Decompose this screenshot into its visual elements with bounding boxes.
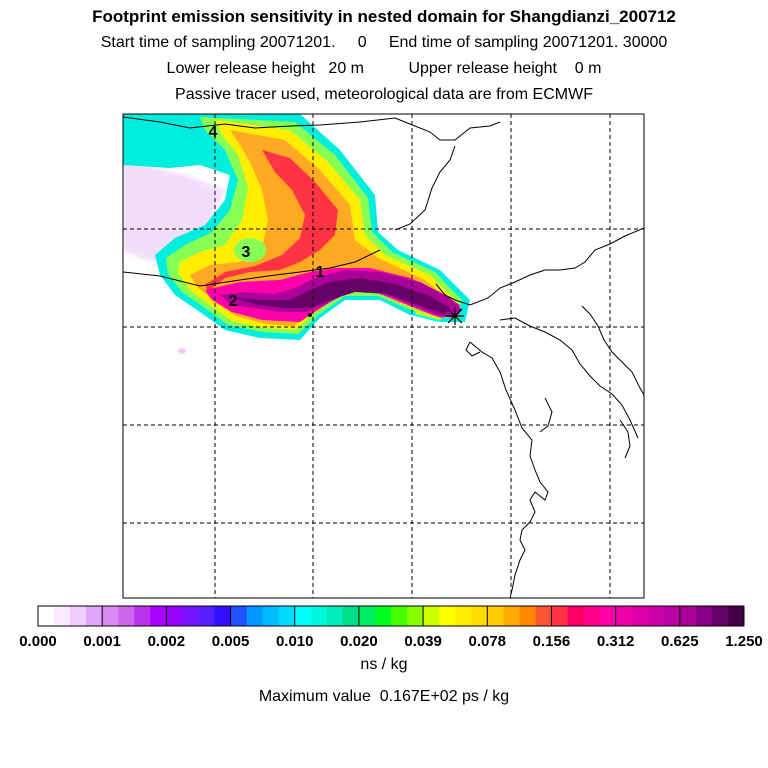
- colorbar-tick-label: 1.250: [725, 633, 763, 650]
- colorbar-tick-label: 0.625: [661, 633, 699, 650]
- colorbar-cell: [567, 606, 585, 626]
- colorbar-cell: [326, 606, 344, 626]
- colorbar-cell: [679, 606, 697, 626]
- station-star-marker: [446, 307, 464, 325]
- colorbar-cell: [246, 606, 264, 626]
- colorbar-cell: [487, 606, 504, 626]
- map-marker-3: 3: [242, 244, 251, 261]
- colorbar-cell: [535, 606, 552, 626]
- colorbar-tick-label: 0.002: [148, 633, 186, 650]
- colorbar-cell: [615, 606, 633, 626]
- release-height-line: Lower release height 20 m Upper release …: [166, 60, 602, 77]
- colorbar-cell: [711, 606, 729, 626]
- colorbar-cell: [391, 606, 408, 626]
- colorbar-cell: [310, 606, 328, 626]
- map-frame: [122, 113, 645, 599]
- colorbar-tick-label: 0.312: [597, 633, 635, 650]
- colorbar-cell: [38, 606, 55, 626]
- colorbar-cell: [198, 606, 215, 626]
- colorbar-tick-label: 0.001: [83, 633, 121, 650]
- colorbar-cell: [374, 606, 392, 626]
- map-marker-4: 4: [209, 124, 218, 141]
- lat-lon-grid: [123, 114, 644, 598]
- colorbar-cell: [519, 606, 536, 626]
- colorbar-tick-label: 0.010: [276, 633, 314, 650]
- release-point-dot: [308, 313, 312, 317]
- colorbar-cell: [471, 606, 488, 626]
- colorbar-cell: [214, 606, 232, 626]
- colorbar: 0.000 0.001 0.002 0.005 0.010 0.020 0.039 0.078…: [19, 605, 763, 650]
- colorbar-cell: [599, 606, 617, 626]
- colorbar-unit: ns / kg: [360, 656, 408, 673]
- colorbar-cell: [102, 606, 119, 626]
- colorbar-cell: [86, 606, 103, 626]
- colorbar-tick-label: 0.000: [19, 633, 57, 650]
- colorbar-cell: [70, 606, 87, 626]
- colorbar-labels: 0.000 0.001 0.002 0.005 0.010 0.020 0.039 0.078…: [19, 633, 763, 650]
- colorbar-cell: [631, 606, 649, 626]
- colorbar-cell: [695, 606, 713, 626]
- colorbar-cell: [503, 606, 520, 626]
- colorbar-cell: [150, 606, 167, 626]
- colorbar-cell: [342, 606, 360, 626]
- colorbar-tick-label: 0.039: [404, 633, 442, 650]
- colorbar-cell: [727, 606, 745, 626]
- sampling-time-line: Start time of sampling 20071201. 0 End t…: [100, 34, 668, 51]
- colorbar-cell: [54, 606, 71, 626]
- colorbar-cell: [455, 606, 472, 626]
- colorbar-tick-label: 0.078: [468, 633, 506, 650]
- plot-title: Footprint emission sensitivity in nested…: [92, 7, 676, 26]
- map-marker-1: 1: [316, 264, 325, 281]
- colorbar-cell: [647, 606, 665, 626]
- colorbar-cell: [407, 606, 424, 626]
- colorbar-cell: [118, 606, 135, 626]
- colorbar-cell: [663, 606, 681, 626]
- colorbar-cells: [38, 606, 745, 626]
- colorbar-tick-label: 0.005: [212, 633, 250, 650]
- tracer-info-line: Passive tracer used, meteorological data…: [175, 86, 593, 103]
- map-marker-2: 2: [229, 293, 238, 310]
- plume-layer: [123, 114, 470, 354]
- colorbar-cell: [262, 606, 280, 626]
- colorbar-cell: [551, 606, 568, 626]
- colorbar-cell: [230, 606, 248, 626]
- colorbar-cell: [134, 606, 151, 626]
- colorbar-cell: [358, 606, 376, 626]
- colorbar-cell: [278, 606, 296, 626]
- colorbar-ticks: [37, 605, 745, 627]
- colorbar-cell: [166, 606, 183, 626]
- colorbar-cell: [439, 606, 456, 626]
- footprint-map: 4 3 1 2: [122, 113, 645, 599]
- colorbar-cell: [423, 606, 440, 626]
- colorbar-cell: [294, 606, 312, 626]
- coastlines: [123, 116, 644, 598]
- colorbar-cell: [182, 606, 199, 626]
- colorbar-cell: [583, 606, 601, 626]
- colorbar-tick-label: 0.020: [340, 633, 378, 650]
- maximum-value-text: Maximum value 0.167E+02 ps / kg: [258, 688, 510, 705]
- colorbar-tick-label: 0.156: [533, 633, 571, 650]
